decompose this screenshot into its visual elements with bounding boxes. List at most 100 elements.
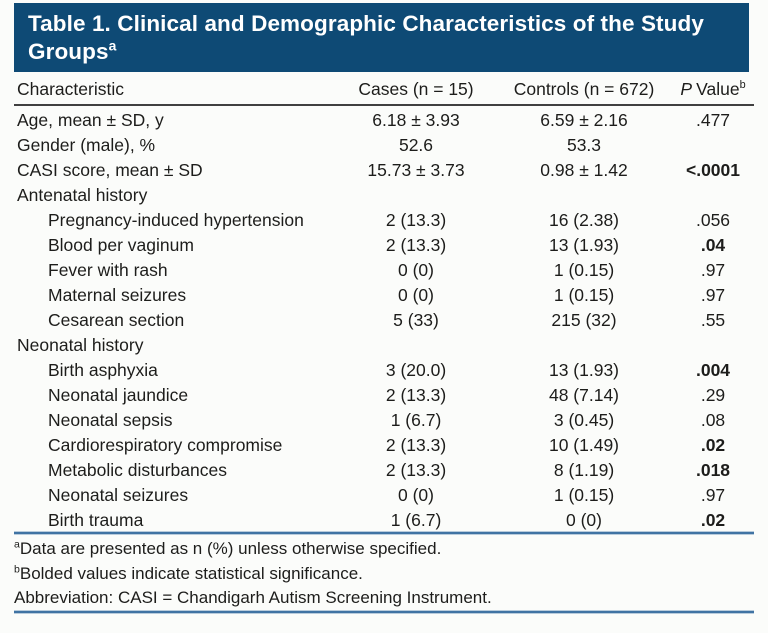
table-row: Neonatal sepsis 1 (6.7) 3 (0.45) .08	[14, 408, 754, 433]
cell-p-value: .018	[695, 460, 731, 480]
cell-controls: 53.3	[566, 135, 602, 155]
cell-cases: 2 (13.3)	[385, 385, 447, 405]
cell-characteristic: CASI score, mean ± SD	[17, 160, 203, 180]
cell-cases: 2 (13.3)	[385, 235, 447, 255]
cell-characteristic: Fever with rash	[48, 260, 168, 280]
cell-controls: 1 (0.15)	[553, 285, 615, 305]
table-title-line1: Table 1. Clinical and Demographic Charac…	[28, 11, 704, 36]
cell-characteristic: Antenatal history	[17, 185, 148, 205]
cell-controls: 1 (0.15)	[553, 485, 615, 505]
cell-characteristic: Pregnancy-induced hypertension	[48, 210, 304, 230]
cell-p-value: .004	[695, 360, 731, 380]
table-section-row: Antenatal history	[14, 183, 754, 208]
cell-p-value: .97	[700, 260, 726, 280]
cell-controls: 8 (1.19)	[553, 460, 615, 480]
cell-cases: 1 (6.7)	[390, 510, 442, 530]
cell-characteristic: Neonatal seizures	[48, 485, 189, 505]
footnote-line: bBolded values indicate statistical sign…	[14, 562, 754, 587]
table-row: Birth asphyxia 3 (20.0) 13 (1.93) .004	[14, 358, 754, 383]
cell-characteristic: Metabolic disturbances	[48, 460, 227, 480]
table-row: Fever with rash 0 (0) 1 (0.15) .97	[14, 258, 754, 283]
cell-p-value: .477	[695, 110, 731, 130]
table-title-box: Table 1. Clinical and Demographic Charac…	[14, 3, 749, 72]
cell-controls: 1 (0.15)	[553, 260, 615, 280]
cell-characteristic: Birth trauma	[48, 510, 144, 530]
cell-cases: 1 (6.7)	[390, 410, 442, 430]
cell-cases: 5 (33)	[393, 310, 439, 330]
cell-cases: 0 (0)	[398, 485, 434, 505]
p-value-italic: P	[680, 78, 693, 99]
cell-cases: 2 (13.3)	[385, 435, 447, 455]
cell-cases: 6.18 ± 3.93	[372, 110, 460, 130]
cell-p-value: .02	[700, 435, 726, 455]
cell-characteristic: Maternal seizures	[48, 285, 187, 305]
p-value-rest: Value	[696, 78, 740, 99]
cell-characteristic: Gender (male), %	[17, 135, 156, 155]
table-bottom-rule	[14, 611, 754, 613]
table-row: Birth trauma 1 (6.7) 0 (0) .02	[14, 508, 754, 533]
cell-cases: 52.6	[398, 135, 434, 155]
cell-p-value: .04	[700, 235, 726, 255]
table-section-row: Neonatal history	[14, 333, 754, 358]
cell-p-value: .08	[700, 410, 726, 430]
cell-characteristic: Neonatal history	[17, 335, 144, 355]
table-row: Cardiorespiratory compromise 2 (13.3) 10 (…	[14, 433, 754, 458]
table-row: Gender (male), % 52.6 53.3	[14, 133, 754, 158]
p-value-footnote-marker: b	[739, 78, 746, 91]
table-row: Neonatal seizures 0 (0) 1 (0.15) .97	[14, 483, 754, 508]
footnote-text: Data are presented as n (%) unless other…	[19, 539, 442, 558]
body-footnote-divider-rule	[14, 532, 754, 534]
cell-p-value: <.0001	[685, 160, 740, 180]
table-row: CASI score, mean ± SD 15.73 ± 3.73 0.98 ± …	[14, 158, 754, 183]
cell-controls: 10 (1.49)	[548, 435, 620, 455]
title-footnote-marker: a	[108, 37, 117, 54]
cell-p-value: .02	[700, 510, 726, 530]
cell-p-value: .97	[700, 485, 726, 505]
table-row: Blood per vaginum 2 (13.3) 13 (1.93) .04	[14, 233, 754, 258]
cell-characteristic: Neonatal jaundice	[48, 385, 189, 405]
cell-controls: 16 (2.38)	[548, 210, 620, 230]
column-header-p-value: P Valueb	[672, 79, 754, 100]
cell-cases: 0 (0)	[398, 285, 434, 305]
cell-controls: 215 (32)	[551, 310, 617, 330]
table-row: Metabolic disturbances 2 (13.3) 8 (1.19) .0…	[14, 458, 754, 483]
column-header-characteristic: Characteristic	[17, 78, 124, 99]
table-row: Pregnancy-induced hypertension 2 (13.3) 16…	[14, 208, 754, 233]
footnote-marker: a	[14, 538, 20, 551]
footnotes: aData are presented as n (%) unless othe…	[14, 537, 754, 611]
cell-characteristic: Blood per vaginum	[48, 235, 194, 255]
cell-cases: 0 (0)	[398, 260, 434, 280]
cell-controls: 3 (0.45)	[553, 410, 615, 430]
cell-cases: 3 (20.0)	[385, 360, 447, 380]
cell-p-value: .97	[700, 285, 726, 305]
column-header-row: Characteristic Cases (n = 15) Controls (…	[14, 75, 754, 103]
cell-cases: 2 (13.3)	[385, 460, 447, 480]
column-header-cases: Cases (n = 15)	[358, 78, 474, 99]
footnote-text: Abbreviation: CASI = Chandigarh Autism S…	[14, 588, 492, 607]
cell-cases: 2 (13.3)	[385, 210, 447, 230]
cell-controls: 0.98 ± 1.42	[540, 160, 628, 180]
table-row: Maternal seizures 0 (0) 1 (0.15) .97	[14, 283, 754, 308]
cell-p-value: .29	[700, 385, 726, 405]
cell-characteristic: Neonatal sepsis	[48, 410, 173, 430]
footnote-line: Abbreviation: CASI = Chandigarh Autism S…	[14, 586, 754, 611]
cell-controls: 48 (7.14)	[548, 385, 620, 405]
footnote-text: Bolded values indicate statistical signi…	[19, 563, 363, 583]
cell-controls: 13 (1.93)	[548, 235, 620, 255]
cell-controls: 6.59 ± 2.16	[540, 110, 628, 130]
column-header-controls: Controls (n = 672)	[513, 78, 655, 99]
cell-p-value: .056	[695, 210, 731, 230]
footnote-marker: b	[14, 562, 20, 575]
cell-characteristic: Cardiorespiratory compromise	[48, 435, 283, 455]
table-body: Age, mean ± SD, y 6.18 ± 3.93 6.59 ± 2.16.…	[14, 108, 754, 533]
cell-characteristic: Cesarean section	[48, 310, 185, 330]
cell-controls: 13 (1.93)	[548, 360, 620, 380]
cell-cases: 15.73 ± 3.73	[367, 160, 465, 180]
footnote-line: aData are presented as n (%) unless othe…	[14, 537, 754, 562]
cell-p-value: .55	[700, 310, 726, 330]
table-row: Neonatal jaundice 2 (13.3) 48 (7.14) .29	[14, 383, 754, 408]
table-title-line2: Groups	[28, 39, 109, 64]
table-row: Age, mean ± SD, y 6.18 ± 3.93 6.59 ± 2.16.…	[14, 108, 754, 133]
cell-characteristic: Birth asphyxia	[48, 360, 158, 380]
